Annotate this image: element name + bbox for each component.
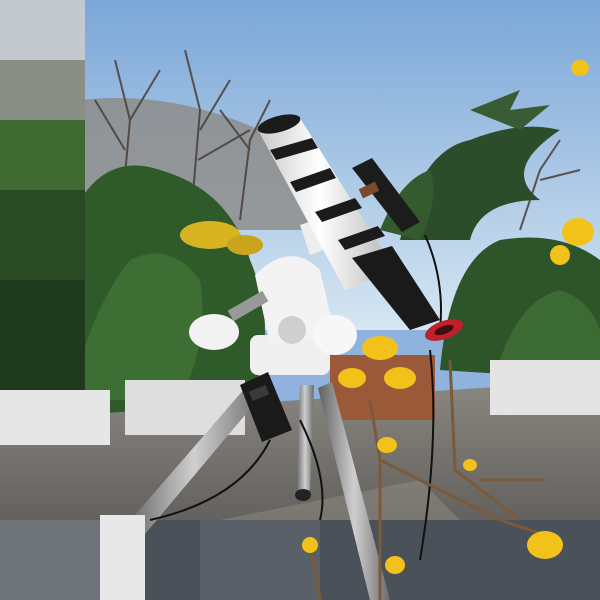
right-shrubs <box>440 237 600 380</box>
bottom-glitch-strip <box>0 520 600 600</box>
telescope <box>257 114 464 341</box>
left-shrubs <box>38 165 265 420</box>
planter-left <box>0 390 110 445</box>
bare-trees <box>94 49 581 231</box>
hand-controller <box>240 372 292 442</box>
cables <box>149 234 442 561</box>
forsythia-branch <box>302 60 594 600</box>
tripod <box>100 380 390 600</box>
equatorial-mount <box>189 210 357 375</box>
planter-terracotta <box>330 355 435 420</box>
left-glitch-strip <box>0 0 85 390</box>
planter-right <box>490 360 600 415</box>
